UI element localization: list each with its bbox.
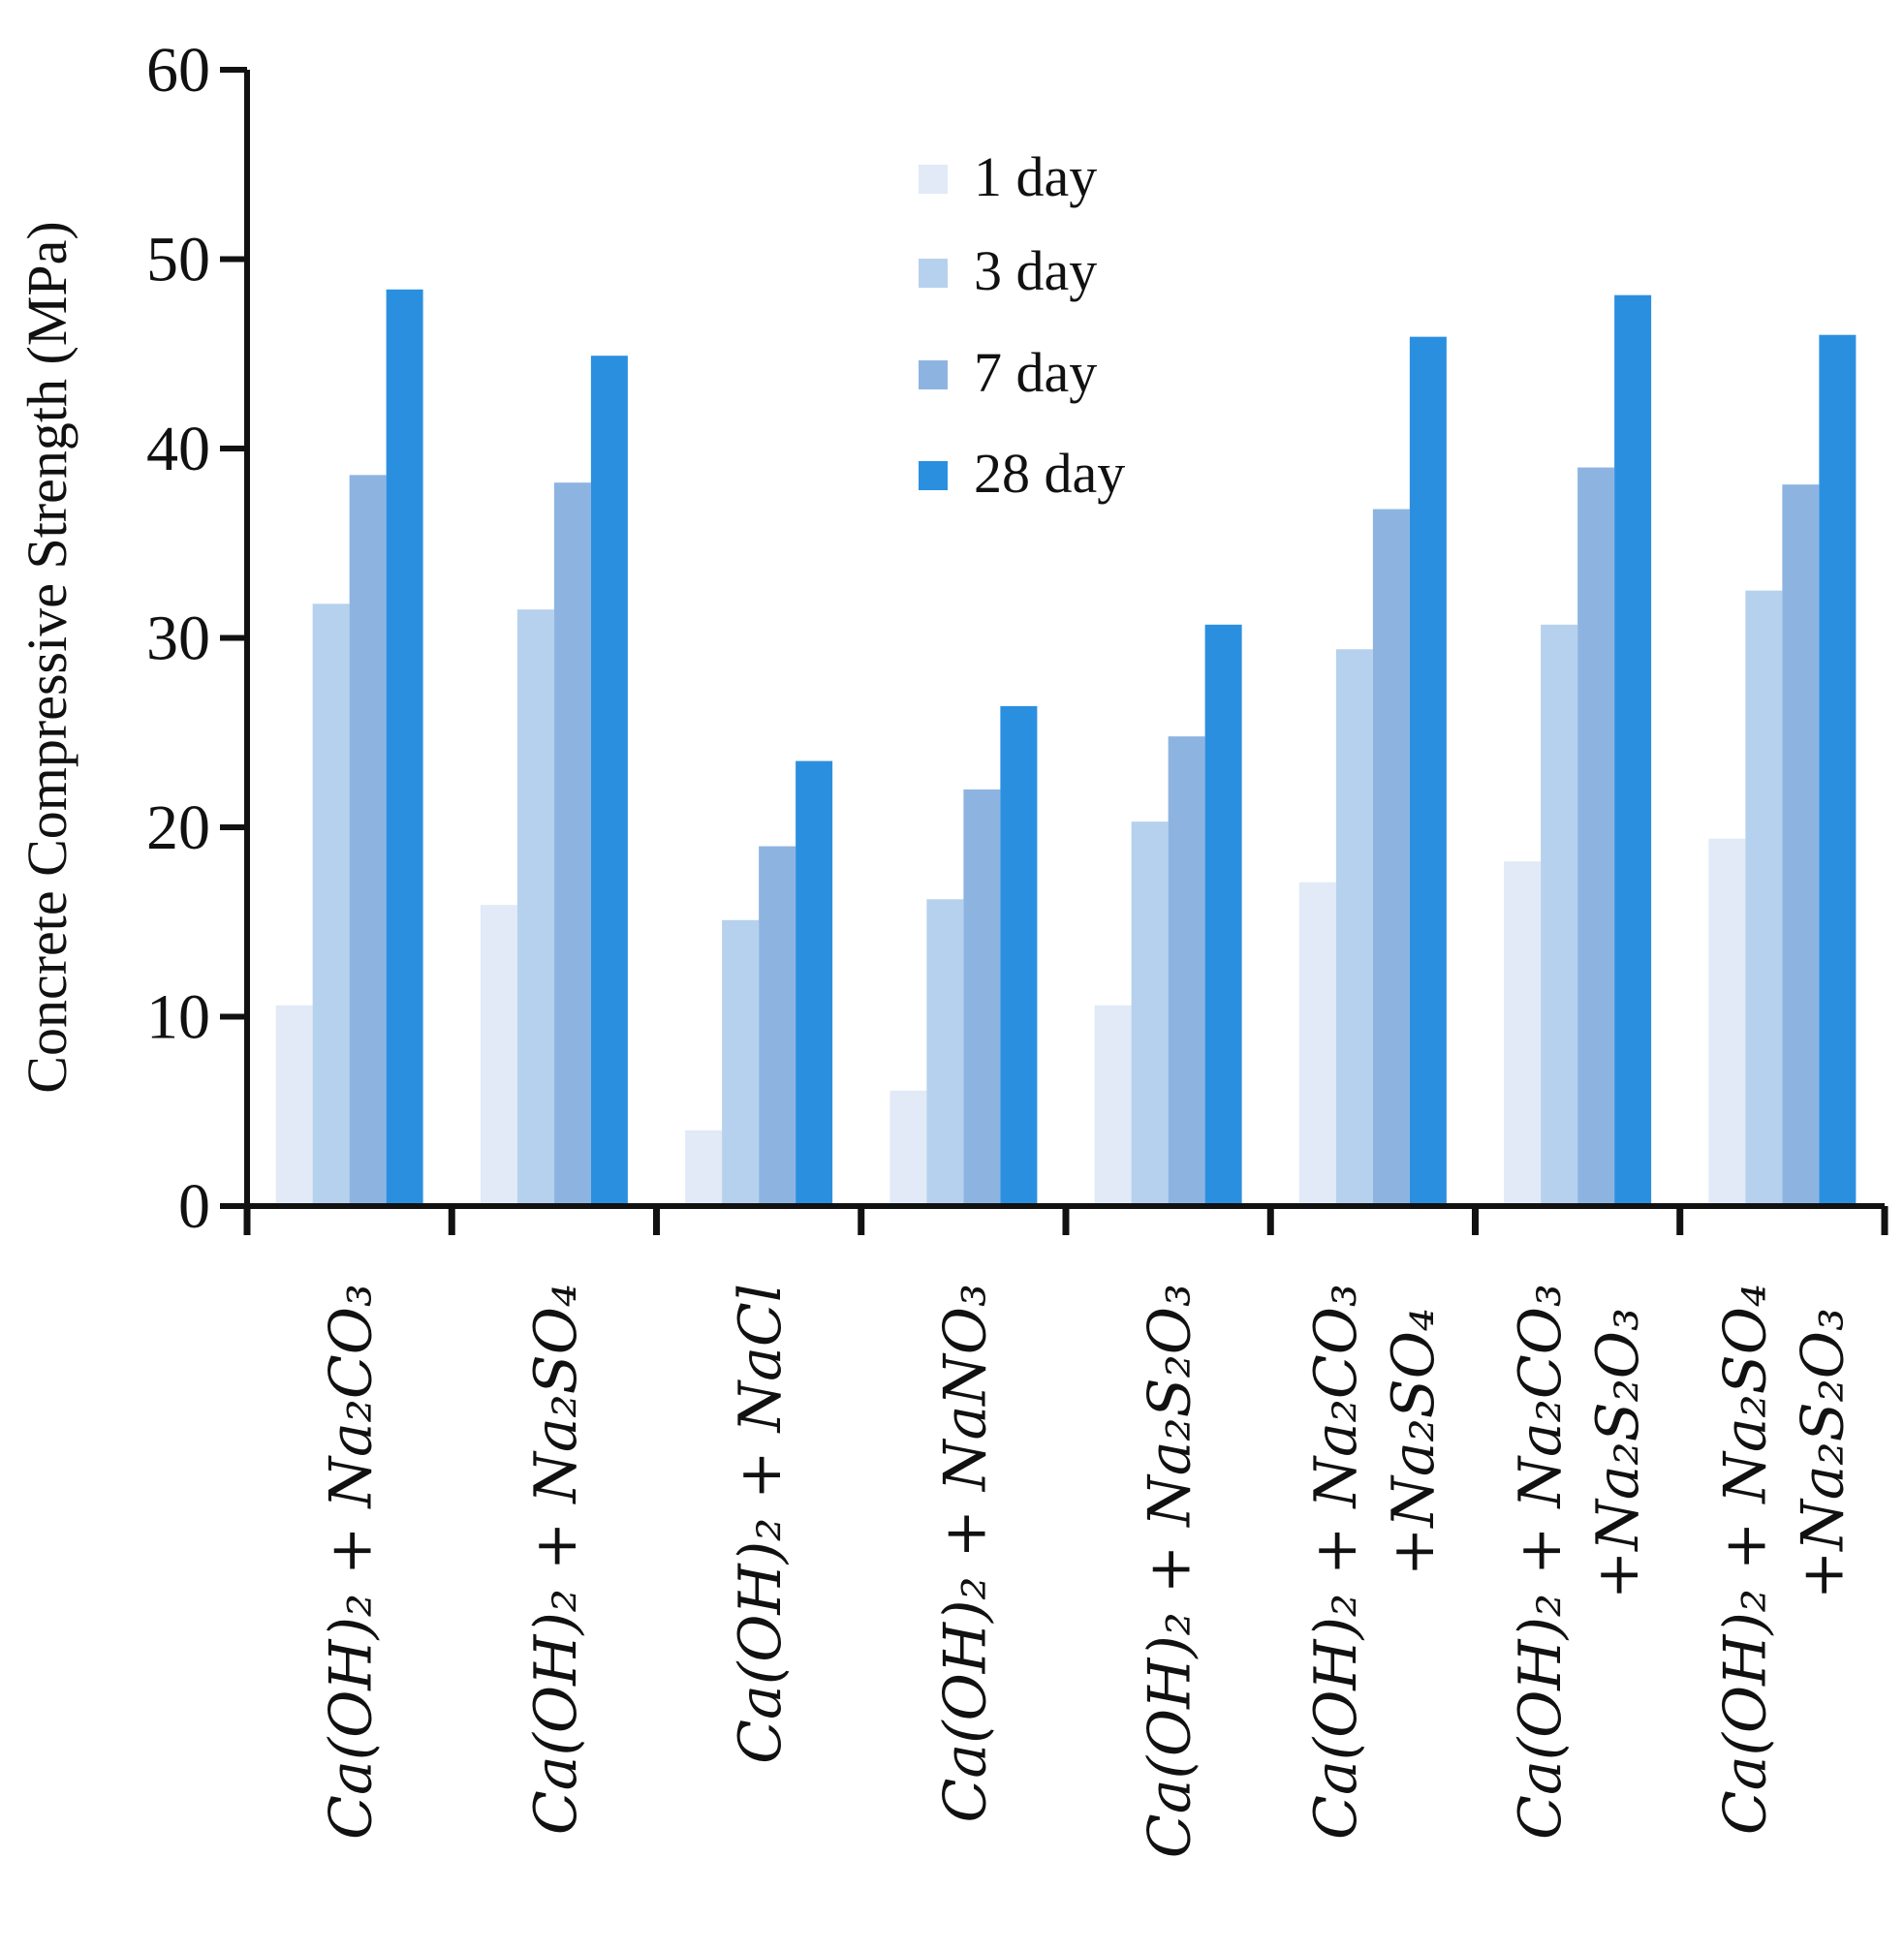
bar-7-day-8 bbox=[1782, 484, 1820, 1206]
legend: 1 day 3 day 7 day 28 day bbox=[919, 145, 1125, 505]
category-label-line: +Na₂S₂O₃ bbox=[1584, 1308, 1652, 1599]
category-label-line: Ca(OH)₂ + Na₂CO₃ bbox=[318, 1284, 386, 1840]
y-tick-label: 60 bbox=[146, 35, 210, 106]
category-label-line: +Na₂S₂O₃ bbox=[1789, 1308, 1857, 1599]
category-label-7: Ca(OH)₂ + Na₂CO₃ +Na₂S₂O₃ bbox=[1507, 1284, 1652, 1840]
bar-7-day-1 bbox=[349, 475, 387, 1206]
category-label-5: Ca(OH)₂ + Na₂S₂O₃ bbox=[1137, 1284, 1204, 1858]
legend-swatch-7-day bbox=[919, 360, 948, 389]
legend-swatch-28-day bbox=[919, 461, 948, 490]
legend-swatch-1-day bbox=[919, 165, 948, 194]
bar-3-day-3 bbox=[722, 919, 760, 1206]
category-label-line: +Na₂SO₄ bbox=[1380, 1308, 1448, 1576]
bar-3-day-7 bbox=[1541, 624, 1578, 1206]
category-label-1: Ca(OH)₂ + Na₂CO₃ bbox=[318, 1284, 386, 1840]
legend-label-28-day: 28 day bbox=[974, 442, 1125, 505]
bar-1-day-8 bbox=[1708, 838, 1746, 1206]
bar-28-day-4 bbox=[1000, 705, 1038, 1206]
category-label-4: Ca(OH)₂ + NaNO₃ bbox=[931, 1284, 999, 1823]
bar-7-day-2 bbox=[553, 482, 591, 1206]
legend-label-7-day: 7 day bbox=[974, 341, 1097, 404]
y-tick-label: 20 bbox=[146, 792, 210, 863]
bar-3-day-4 bbox=[926, 899, 964, 1206]
bar-28-day-6 bbox=[1409, 336, 1447, 1206]
bars-layer bbox=[275, 289, 1857, 1207]
category-label-2: Ca(OH)₂ + Na₂SO₄ bbox=[522, 1284, 590, 1835]
category-label-6: Ca(OH)₂ + Na₂CO₃ +Na₂SO₄ bbox=[1302, 1284, 1448, 1840]
bar-1-day-3 bbox=[685, 1130, 723, 1206]
bar-7-day-6 bbox=[1372, 509, 1410, 1206]
bar-1-day-4 bbox=[890, 1090, 927, 1206]
bar-7-day-7 bbox=[1577, 467, 1615, 1206]
category-label-line: Ca(OH)₂ + Na₂S₂O₃ bbox=[1137, 1284, 1204, 1858]
bar-28-day-7 bbox=[1614, 294, 1652, 1206]
legend-label-3-day: 3 day bbox=[974, 239, 1097, 302]
category-label-line: Ca(OH)₂ + NaCl bbox=[727, 1284, 795, 1764]
bar-1-day-1 bbox=[275, 1005, 313, 1206]
category-label-line: Ca(OH)₂ + Na₂CO₃ bbox=[1507, 1284, 1575, 1840]
bar-1-day-6 bbox=[1298, 882, 1336, 1206]
bar-28-day-2 bbox=[590, 356, 628, 1207]
category-label-line: Ca(OH)₂ + Na₂CO₃ bbox=[1302, 1284, 1370, 1840]
bar-3-day-2 bbox=[516, 609, 554, 1206]
x-axis-ticks: Ca(OH)₂ + Na₂CO₃ Ca(OH)₂ + Na₂SO₄ Ca(OH)₂ … bbox=[243, 1206, 1888, 1858]
bar-3-day-1 bbox=[312, 604, 350, 1206]
category-label-line: Ca(OH)₂ + Na₂SO₄ bbox=[1711, 1284, 1779, 1835]
y-tick-label: 10 bbox=[146, 982, 210, 1053]
bar-7-day-3 bbox=[759, 846, 796, 1206]
y-tick-label: 30 bbox=[146, 604, 210, 674]
bar-3-day-5 bbox=[1131, 821, 1169, 1206]
y-tick-label: 0 bbox=[178, 1171, 210, 1242]
legend-swatch-3-day bbox=[919, 259, 948, 288]
bar-3-day-6 bbox=[1335, 649, 1373, 1206]
bar-1-day-5 bbox=[1094, 1005, 1132, 1206]
bar-28-day-1 bbox=[386, 289, 423, 1206]
category-label-3: Ca(OH)₂ + NaCl bbox=[727, 1284, 795, 1764]
y-tick-label: 40 bbox=[146, 414, 210, 484]
bar-7-day-4 bbox=[963, 789, 1001, 1206]
bar-1-day-7 bbox=[1504, 861, 1542, 1206]
y-tick-label: 50 bbox=[146, 225, 210, 295]
legend-label-1-day: 1 day bbox=[974, 145, 1097, 208]
category-label-line: Ca(OH)₂ + Na₂SO₄ bbox=[522, 1284, 590, 1835]
bar-28-day-8 bbox=[1819, 334, 1857, 1206]
bar-3-day-8 bbox=[1745, 590, 1783, 1206]
bar-28-day-5 bbox=[1204, 624, 1242, 1206]
bar-1-day-2 bbox=[480, 905, 517, 1206]
bar-28-day-3 bbox=[796, 760, 833, 1206]
y-axis-ticks: 0 10 20 30 40 50 60 bbox=[146, 35, 247, 1242]
y-axis-title: Concrete Compressive Strength (MPa) bbox=[16, 221, 78, 1093]
category-label-line: Ca(OH)₂ + NaNO₃ bbox=[931, 1284, 999, 1823]
bar-7-day-5 bbox=[1168, 736, 1205, 1206]
category-label-8: Ca(OH)₂ + Na₂SO₄ +Na₂S₂O₃ bbox=[1711, 1284, 1857, 1835]
